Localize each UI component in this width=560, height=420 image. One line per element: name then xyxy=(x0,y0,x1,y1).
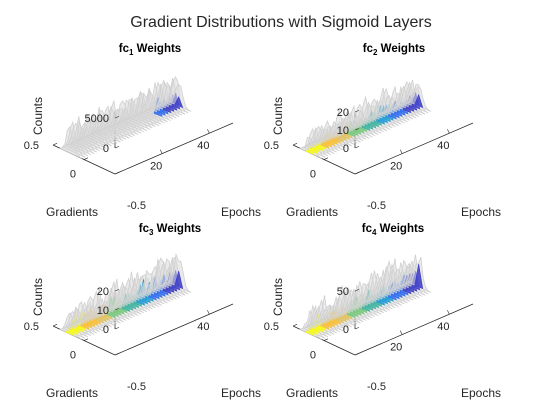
z-tick-label: 10 xyxy=(337,125,349,137)
panel-3-title: fc3 Weights xyxy=(139,223,201,237)
y-tick xyxy=(83,157,89,160)
ridge-color-band xyxy=(414,93,424,108)
x-tick-label: 20 xyxy=(390,161,402,173)
y-axis-label: Gradients xyxy=(46,386,98,400)
z-tick xyxy=(354,289,360,292)
x-tick xyxy=(399,330,403,335)
z-tick xyxy=(354,110,360,113)
z-axis-label: Counts xyxy=(271,97,285,135)
z-tick xyxy=(354,146,360,149)
panel-1-x-axis xyxy=(114,122,234,175)
panel-3-ridges xyxy=(59,252,191,340)
y-tick-label: 0 xyxy=(70,169,76,181)
y-tick xyxy=(354,172,360,175)
x-axis-label: Epochs xyxy=(461,205,501,219)
z-tick-label: 0 xyxy=(103,143,109,155)
y-axis-label: Gradients xyxy=(286,386,338,400)
panel-4-title: fc4 Weights xyxy=(362,223,424,237)
x-tick-label: 40 xyxy=(437,321,449,333)
x-tick xyxy=(207,310,210,315)
ridge xyxy=(168,252,191,293)
y-tick xyxy=(114,353,120,356)
y-tick xyxy=(52,324,58,327)
y-tick xyxy=(354,353,360,356)
figure-title: Gradient Distributions with Sigmoid Laye… xyxy=(130,14,431,31)
panel-4: fc4 Weights 0 50 0.5 0 -0.5 20 40 Counts Gradient… xyxy=(264,223,501,400)
z-tick xyxy=(114,289,120,292)
y-tick-label: 0.5 xyxy=(24,321,39,333)
z-axis-label: Counts xyxy=(271,278,285,316)
ridge-color-band xyxy=(414,264,424,289)
z-tick-label: 0 xyxy=(343,324,349,336)
y-axis-label: Gradients xyxy=(46,205,98,219)
panel-3-x-axis xyxy=(114,303,234,356)
x-axis-label: Epochs xyxy=(461,386,501,400)
y-tick xyxy=(323,338,329,341)
x-axis-label: Epochs xyxy=(221,386,261,400)
panel-2-title: fc2 Weights xyxy=(363,43,425,57)
z-tick-label: 10 xyxy=(97,305,109,317)
z-tick xyxy=(354,327,360,330)
panel-4-ridges xyxy=(299,254,431,340)
y-tick-label: 0.5 xyxy=(24,140,39,152)
x-axis-label: Epochs xyxy=(221,205,261,219)
panel-1-title: fc1 Weights xyxy=(119,43,181,57)
z-axis-label: Counts xyxy=(31,97,45,135)
panel-1: fc1 Weights 0 5000 0.5 0 -0.5 20 40 Counts Gradie… xyxy=(24,43,261,219)
x-tick-label: 20 xyxy=(150,161,162,173)
y-tick xyxy=(52,143,58,146)
y-tick-label: 0.5 xyxy=(264,321,279,333)
x-tick xyxy=(159,149,163,154)
y-tick-label: -0.5 xyxy=(367,200,386,212)
y-tick xyxy=(323,157,329,160)
z-axis-label: Counts xyxy=(31,278,45,316)
y-tick xyxy=(83,338,89,341)
y-tick-label: -0.5 xyxy=(127,200,146,212)
z-tick-label: 0 xyxy=(343,143,349,155)
x-tick-label: 20 xyxy=(390,342,402,354)
y-tick-label: 0 xyxy=(70,350,76,362)
y-tick-label: -0.5 xyxy=(367,381,386,393)
x-tick xyxy=(447,310,450,315)
z-tick-label: 0 xyxy=(103,324,109,336)
panel-4-x-axis xyxy=(354,303,474,356)
y-tick-label: -0.5 xyxy=(127,381,146,393)
panel-1-ridges xyxy=(59,76,191,159)
y-tick-label: 0 xyxy=(310,169,316,181)
y-tick xyxy=(114,172,120,175)
y-tick-label: 0 xyxy=(310,350,316,362)
y-axis-label: Gradients xyxy=(286,205,338,219)
x-tick-label: 40 xyxy=(437,140,449,152)
x-tick-label: 40 xyxy=(197,140,209,152)
panel-2-x-axis xyxy=(354,122,474,175)
ridge-color-band xyxy=(174,96,184,109)
ridge-color-band xyxy=(174,270,184,289)
y-tick-label: 0.5 xyxy=(264,140,279,152)
z-tick-label: 5000 xyxy=(85,113,109,125)
z-tick-label: 20 xyxy=(97,286,109,298)
x-tick xyxy=(447,129,450,134)
x-tick-label: 40 xyxy=(197,321,209,333)
z-tick xyxy=(114,146,120,149)
z-tick-label: 20 xyxy=(337,107,349,119)
panel-2: fc2 Weights 0 10 20 0.5 0 -0.5 20 40 Counts Gradie… xyxy=(264,43,501,219)
z-tick xyxy=(114,116,120,119)
z-tick xyxy=(354,128,360,131)
z-tick xyxy=(114,327,120,330)
y-tick xyxy=(292,324,298,327)
y-tick xyxy=(292,143,298,146)
ridge xyxy=(168,83,191,112)
z-tick xyxy=(114,308,120,311)
x-tick xyxy=(207,129,210,134)
z-tick-label: 50 xyxy=(337,286,349,298)
x-tick xyxy=(399,149,403,154)
panel-2-ridges xyxy=(299,79,431,159)
panel-3: fc3 Weights 0 10 20 0.5 0 -0.5 40 Counts Gradient… xyxy=(24,223,261,400)
